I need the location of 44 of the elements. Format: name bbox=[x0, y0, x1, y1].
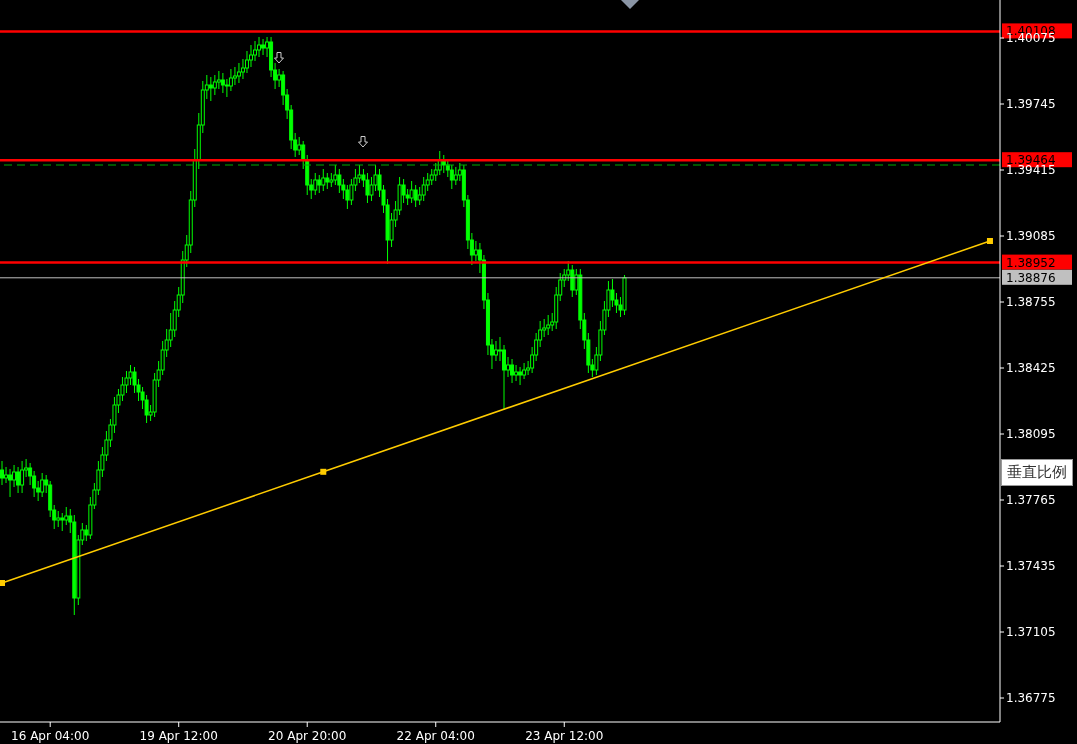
candlestick bbox=[449, 164, 454, 190]
y-tick-label: 1.38095 bbox=[1006, 427, 1056, 442]
candlestick bbox=[257, 36, 262, 58]
y-tick-label: 1.38425 bbox=[1006, 361, 1056, 376]
x-tick-label: 22 Apr 04:00 bbox=[396, 729, 475, 743]
candlestick bbox=[261, 38, 266, 56]
candlestick bbox=[220, 72, 225, 94]
candlestick bbox=[510, 358, 515, 384]
candlestick bbox=[333, 164, 338, 186]
candlestick bbox=[20, 460, 25, 494]
y-tick-label: 1.38755 bbox=[1006, 295, 1056, 310]
x-tick-label: 19 Apr 12:00 bbox=[139, 729, 218, 743]
text: 垂直比例 bbox=[1001, 459, 1073, 486]
y-tick-label: 1.39415 bbox=[1006, 163, 1056, 178]
y-tick-label: 1.37435 bbox=[1006, 559, 1056, 574]
ref-line-label: 1.38876 bbox=[1006, 270, 1056, 285]
y-tick-label: 1.37765 bbox=[1006, 493, 1056, 508]
candlestick bbox=[208, 76, 213, 102]
candlestick bbox=[518, 366, 523, 386]
candlestick bbox=[413, 184, 418, 208]
y-tick-label: 1.39745 bbox=[1006, 97, 1056, 112]
point bbox=[0, 580, 6, 586]
y-tick-label: 1.39085 bbox=[1006, 229, 1056, 244]
point bbox=[986, 238, 993, 244]
candlestick bbox=[4, 466, 9, 484]
candlestick bbox=[473, 240, 478, 262]
candlestick bbox=[365, 172, 370, 204]
x-tick-label: 20 Apr 20:00 bbox=[268, 729, 347, 743]
y-tick-label: 1.37105 bbox=[1006, 625, 1056, 640]
point bbox=[320, 468, 327, 475]
candlestick bbox=[493, 340, 498, 362]
x-tick-label: 23 Apr 12:00 bbox=[525, 729, 604, 743]
candlestick bbox=[236, 62, 241, 84]
candlestick bbox=[570, 264, 575, 298]
x-tick-label: 16 Apr 04:00 bbox=[11, 729, 90, 743]
candlestick bbox=[0, 460, 4, 486]
candlestick bbox=[8, 468, 13, 498]
y-tick-label: 1.36775 bbox=[1006, 691, 1056, 706]
candlestick bbox=[337, 168, 342, 194]
ref-line-label: 1.38952 bbox=[1006, 255, 1056, 270]
candlestick bbox=[514, 364, 519, 382]
candlestick bbox=[421, 176, 426, 202]
candlestick bbox=[212, 74, 217, 96]
candlestick bbox=[16, 466, 21, 494]
